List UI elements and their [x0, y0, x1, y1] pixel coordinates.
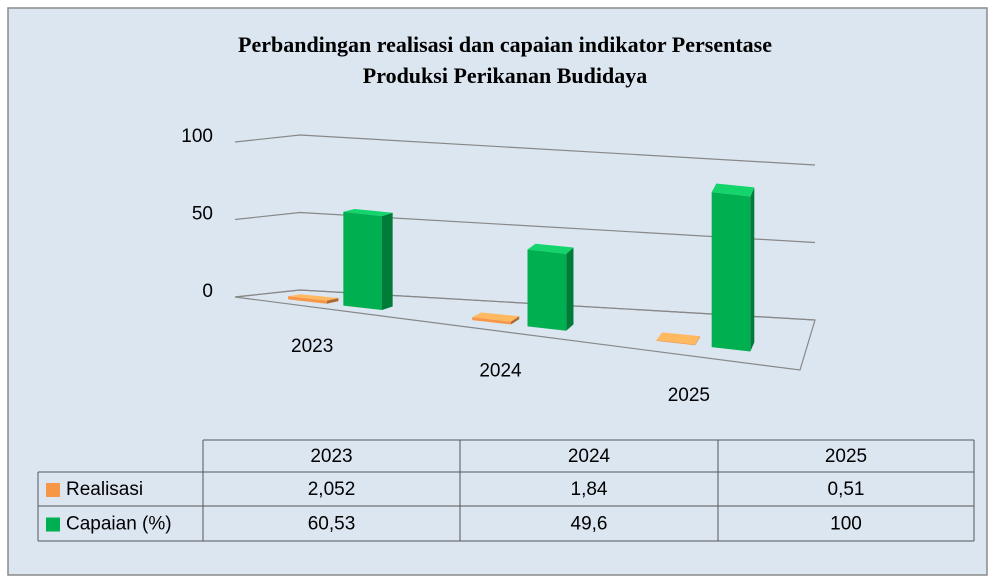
table-cell: 60,53 [308, 514, 356, 535]
y-tick-label: 0 [202, 281, 213, 302]
y-tick-label: 50 [192, 204, 213, 225]
bar [711, 192, 751, 352]
bar [656, 340, 696, 346]
bar-side [382, 212, 393, 310]
bar-side [510, 316, 520, 325]
grid-line [234, 289, 816, 321]
table-cell: 0,51 [828, 479, 865, 500]
chart-title: Perbandingan realisasi dan capaian indik… [238, 32, 772, 57]
bar-top [656, 332, 701, 345]
y-tick-label: 100 [181, 126, 213, 147]
table-cell: 100 [830, 514, 862, 535]
legend-label: Capaian (%) [66, 514, 172, 535]
bar [527, 249, 567, 331]
table-header: 2024 [568, 446, 611, 467]
bar-top [343, 208, 393, 217]
bar-top [711, 183, 755, 197]
bar-side [326, 298, 339, 304]
bar-top [288, 294, 339, 301]
chart-title: Produksi Perikanan Budidaya [363, 63, 647, 88]
bar [472, 317, 511, 325]
bar [343, 211, 383, 310]
bar-side [695, 336, 701, 346]
bar-top [472, 312, 520, 322]
bar-side [566, 247, 574, 331]
x-tick-label: 2023 [291, 336, 333, 357]
bar-top [527, 243, 574, 254]
bar-side [750, 187, 755, 352]
table-cell: 2,052 [308, 479, 356, 500]
legend-swatch [46, 517, 60, 532]
table-header: 2025 [825, 446, 867, 467]
chart-area [7, 7, 988, 576]
grid-line [234, 134, 816, 166]
table-header: 2023 [310, 446, 352, 467]
legend-swatch [46, 483, 60, 497]
x-tick-label: 2025 [668, 385, 710, 406]
x-tick-label: 2024 [479, 361, 522, 382]
grid-line [234, 211, 816, 244]
table-cell: 1,84 [571, 479, 608, 500]
bar [288, 296, 327, 304]
table-cell: 49,6 [571, 514, 608, 535]
legend-label: Realisasi [66, 479, 143, 500]
